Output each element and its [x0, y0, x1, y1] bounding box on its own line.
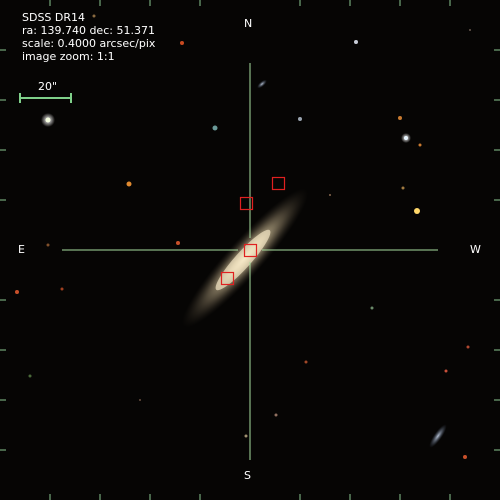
scale-bar — [19, 93, 72, 103]
survey-label: SDSS DR14 — [22, 11, 86, 24]
info-panel: SDSS DR14 ra: 139.740 dec: 51.371 scale:… — [22, 11, 155, 63]
distant-galaxy — [429, 424, 447, 448]
compass-north: N — [244, 17, 253, 30]
object-marker[interactable] — [220, 271, 235, 286]
compass-west: W — [470, 243, 481, 256]
object-markers[interactable] — [220, 176, 286, 286]
crosshair — [62, 63, 438, 460]
coordinates-label: ra: 139.740 dec: 51.371 — [22, 24, 155, 37]
object-marker[interactable] — [239, 196, 254, 211]
zoom-label: image zoom: 1:1 — [22, 50, 115, 63]
distant-galaxy — [257, 79, 267, 89]
object-marker[interactable] — [243, 243, 258, 258]
pixel-scale-label: scale: 0.4000 arcsec/pix — [22, 37, 156, 50]
star-field — [15, 14, 471, 459]
scale-bar-label: 20" — [38, 80, 58, 93]
object-marker[interactable] — [271, 176, 286, 191]
compass-south: S — [244, 469, 251, 482]
compass-east: E — [18, 243, 25, 256]
